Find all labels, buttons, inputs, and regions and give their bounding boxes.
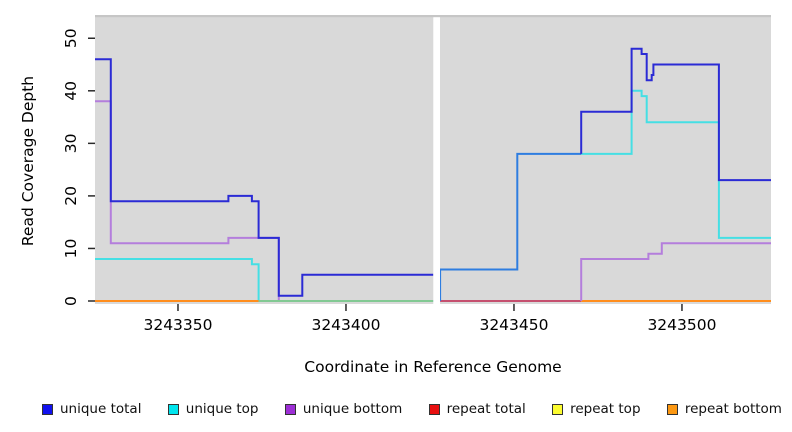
legend-swatch-unique-top [167, 403, 179, 415]
x-tick-label: 3243400 [311, 316, 380, 334]
legend-label: unique bottom [302, 401, 403, 417]
series-segment-unique-bottom-post-gap [580, 242, 771, 301]
legend-item-unique-top: unique top [167, 401, 259, 417]
series-segment-unique-total-post-gap-light [439, 152, 582, 301]
chart-legend: unique total unique top unique bottom repea… [42, 399, 782, 419]
y-tick-label: 10 [62, 239, 80, 259]
legend-label: repeat bottom [684, 401, 782, 417]
legend-swatch-unique-bottom [284, 403, 296, 415]
x-tick-label: 3243500 [647, 316, 716, 334]
y-tick-label: 30 [62, 133, 80, 153]
y-tick-label: 0 [62, 296, 80, 306]
series-segment-unique-total-pre-gap [95, 58, 434, 297]
y-tick-label: 50 [62, 28, 80, 48]
x-tick-label: 3243350 [143, 316, 212, 334]
legend-swatch-repeat-total [428, 403, 440, 415]
legend-item-repeat-top: repeat top [552, 401, 641, 417]
no-data-gap [433, 17, 440, 304]
legend-swatch-unique-total [42, 403, 53, 415]
legend-label: unique top [185, 401, 259, 417]
legend-swatch-repeat-bottom [666, 403, 678, 415]
x-axis-label: Coordinate in Reference Genome [304, 358, 562, 376]
legend-label: repeat top [570, 401, 641, 417]
legend-label: unique total [60, 401, 142, 417]
legend-label: repeat total [446, 401, 526, 417]
plot-panel [95, 15, 771, 304]
legend-swatch-repeat-top [552, 403, 564, 415]
legend-item-unique-total: unique total [42, 401, 141, 417]
legend-item-unique-bottom: unique bottom [284, 401, 403, 417]
legend-item-repeat-total: repeat total [428, 401, 526, 417]
x-tick-label: 3243450 [479, 316, 548, 334]
y-tick-label: 20 [62, 186, 80, 206]
legend-item-repeat-bottom: repeat bottom [666, 401, 782, 417]
y-tick-label: 40 [62, 81, 80, 101]
panel-top-edge [95, 15, 771, 18]
coverage-chart-canvas: 3243350 3243400 3243450 3243500 0 10 20 30 40 50 [62, 15, 771, 334]
y-axis-label: Read Coverage Depth [19, 75, 37, 247]
series-segment-unique-total-post-gap-dark [580, 47, 771, 182]
